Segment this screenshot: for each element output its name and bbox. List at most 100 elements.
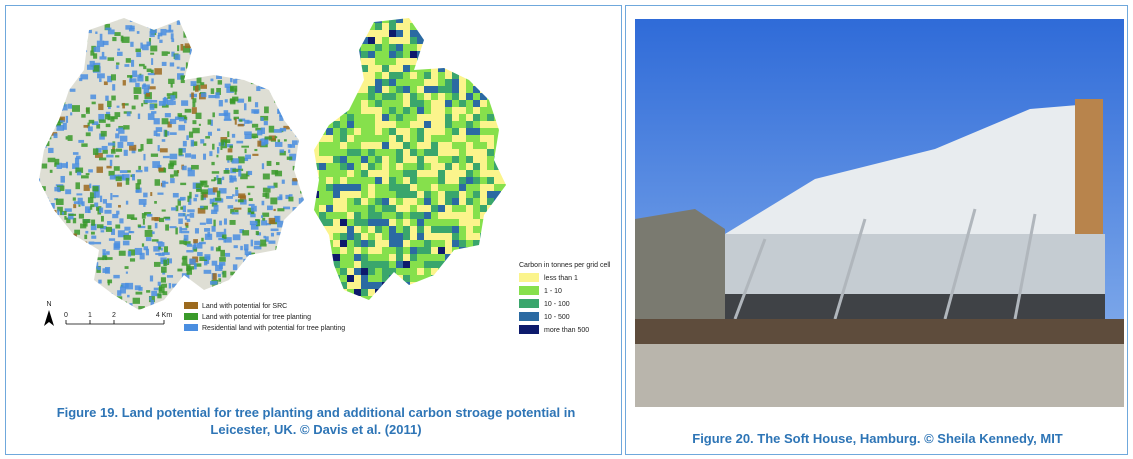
land-patch (280, 22, 287, 28)
grid-cell (501, 16, 508, 23)
grid-cell (431, 289, 438, 296)
grid-cell (375, 240, 382, 247)
grid-cell (501, 282, 508, 289)
land-patch (222, 31, 228, 35)
grid-cell (382, 51, 389, 58)
grid-cell (347, 303, 354, 310)
land-patch (140, 144, 143, 151)
grid-cell (417, 149, 424, 156)
grid-cell (501, 135, 508, 142)
grid-cell (459, 121, 466, 128)
grid-cell (466, 303, 473, 310)
land-patch (34, 235, 38, 238)
land-patch (76, 156, 81, 160)
grid-cell (375, 44, 382, 51)
grid-cell (396, 219, 403, 226)
grid-cell (403, 240, 410, 247)
grid-cell (368, 219, 375, 226)
grid-cell (508, 163, 515, 170)
land-patch (270, 55, 275, 59)
land-patch (126, 58, 131, 63)
grid-cell (459, 30, 466, 37)
land-patch (221, 289, 229, 293)
land-patch (122, 103, 125, 108)
grid-cell (459, 289, 466, 296)
land-patch (81, 59, 85, 65)
grid-cell (417, 30, 424, 37)
grid-cell (368, 282, 375, 289)
land-patch (291, 107, 293, 113)
grid-cell (480, 219, 487, 226)
land-patch (244, 277, 246, 279)
land-patch (272, 279, 279, 282)
land-patch (233, 264, 237, 270)
land-patch (149, 297, 151, 301)
grid-cell (452, 247, 459, 254)
grid-cell (473, 79, 480, 86)
grid-cell (368, 156, 375, 163)
grid-cell (361, 233, 368, 240)
land-patch (201, 238, 203, 242)
land-patch (105, 96, 108, 101)
land-patch (42, 186, 46, 191)
grid-cell (424, 226, 431, 233)
grid-cell (382, 135, 389, 142)
land-patch (270, 254, 277, 257)
grid-cell (333, 177, 340, 184)
grid-cell (326, 114, 333, 121)
grid-cell (417, 219, 424, 226)
grid-cell (326, 156, 333, 163)
land-patch (230, 272, 235, 276)
grid-cell (438, 247, 445, 254)
grid-cell (445, 282, 452, 289)
land-patch (39, 189, 44, 192)
grid-cell (410, 205, 417, 212)
grid-cell (361, 170, 368, 177)
land-patch (269, 218, 276, 224)
land-patch (104, 210, 111, 214)
grid-cell (445, 198, 452, 205)
grid-cell (410, 261, 417, 268)
grid-cell (319, 177, 326, 184)
grid-cell (319, 30, 326, 37)
grid-cell (466, 198, 473, 205)
grid-cell (466, 72, 473, 79)
land-patch (134, 313, 138, 318)
land-patch (302, 72, 307, 77)
land-patch (275, 136, 277, 138)
grid-cell (480, 170, 487, 177)
land-patch (129, 231, 133, 233)
land-patch (165, 224, 169, 230)
land-patch (77, 245, 84, 247)
grid-cell (347, 226, 354, 233)
land-patch (98, 280, 101, 284)
grid-cell (501, 72, 508, 79)
grid-cell (459, 296, 466, 303)
land-patch (136, 183, 140, 189)
grid-cell (340, 121, 347, 128)
land-patch (146, 237, 151, 241)
land-patch (303, 220, 306, 225)
grid-cell (368, 128, 375, 135)
grid-cell (410, 51, 417, 58)
land-patch (141, 103, 143, 106)
grid-cell (452, 198, 459, 205)
grid-cell (319, 170, 326, 177)
land-patch (248, 193, 250, 195)
land-patch (255, 44, 262, 48)
grid-cell (375, 261, 382, 268)
land-patch (86, 249, 89, 253)
land-patch (89, 250, 96, 253)
grid-cell (333, 100, 340, 107)
land-patch (293, 207, 301, 214)
grid-cell (382, 254, 389, 261)
land-patch (177, 67, 180, 69)
grid-cell (347, 205, 354, 212)
land-patch (215, 265, 222, 271)
land-patch (251, 285, 255, 291)
grid-cell (466, 191, 473, 198)
land-patch (212, 171, 219, 174)
grid-cell (417, 156, 424, 163)
grid-cell (445, 58, 452, 65)
grid-cell (410, 296, 417, 303)
